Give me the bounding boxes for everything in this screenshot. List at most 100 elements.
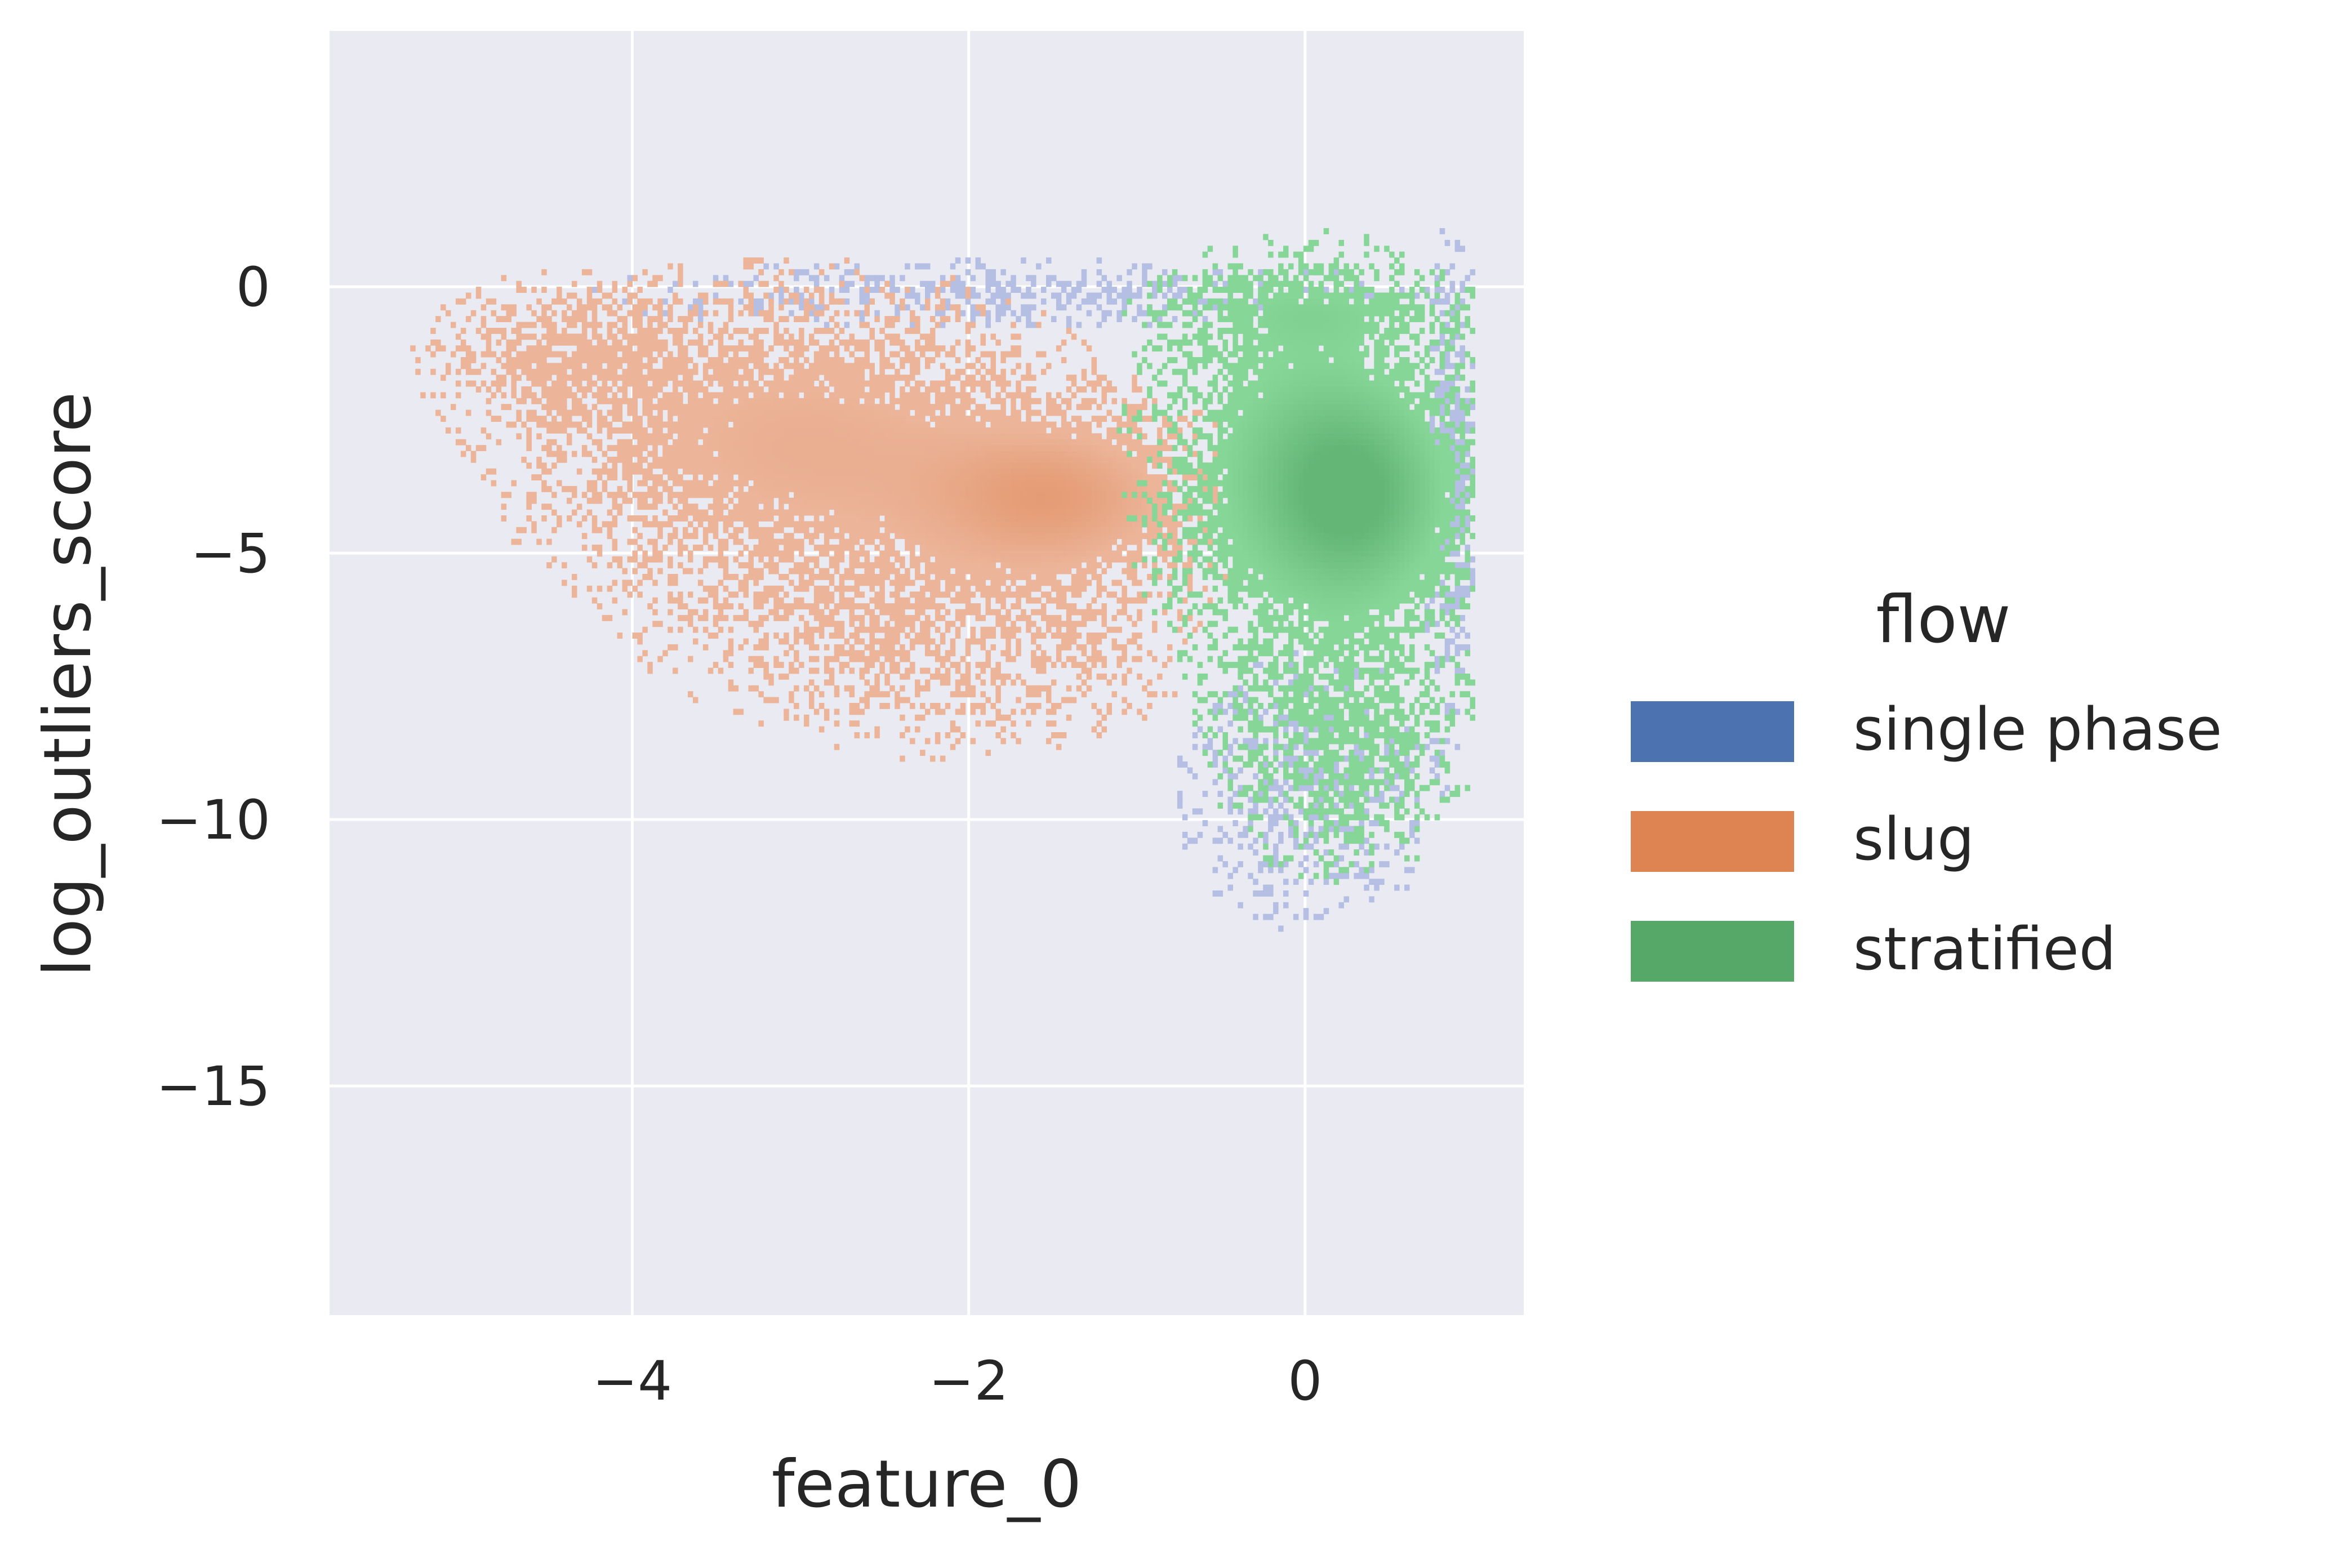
histogram-cell (637, 304, 643, 310)
histogram-cell (744, 375, 749, 381)
histogram-cell (587, 375, 593, 381)
histogram-cell (567, 416, 572, 422)
histogram-cell (647, 568, 653, 574)
histogram-cell (874, 685, 880, 692)
histogram-cell (794, 568, 799, 574)
histogram-cell (763, 498, 769, 504)
histogram-cell (693, 363, 698, 369)
histogram-cell (925, 410, 931, 416)
histogram-cell (551, 363, 557, 369)
histogram-cell (920, 685, 925, 692)
histogram-cell (768, 562, 774, 568)
histogram-cell (557, 381, 562, 387)
histogram-cell (778, 369, 784, 375)
histogram-cell (895, 462, 900, 469)
histogram-cell (1470, 580, 1476, 586)
histogram-cell (844, 322, 850, 328)
histogram-cell (652, 498, 658, 504)
histogram-cell (728, 369, 734, 375)
histogram-cell (763, 410, 769, 416)
histogram-cell (1122, 293, 1127, 299)
histogram-cell (1218, 791, 1223, 797)
histogram-cell (1223, 709, 1229, 715)
histogram-cell (960, 527, 966, 533)
histogram-cell (557, 351, 562, 358)
histogram-cell (1198, 808, 1203, 814)
histogram-cell (778, 462, 784, 469)
histogram-cell (1026, 287, 1031, 293)
histogram-cell (789, 392, 794, 398)
histogram-cell (799, 545, 804, 551)
histogram-cell (819, 462, 825, 469)
histogram-cell (860, 404, 865, 410)
histogram-cell (895, 550, 900, 556)
histogram-cell (1228, 703, 1234, 709)
histogram-cell (879, 550, 885, 556)
histogram-cell (476, 369, 482, 375)
histogram-cell (754, 333, 759, 340)
histogram-cell (824, 445, 830, 451)
histogram-cell (829, 498, 835, 504)
histogram-cell (758, 404, 764, 410)
histogram-cell (673, 422, 678, 428)
histogram-cell (652, 598, 658, 604)
histogram-cell (633, 469, 638, 475)
histogram-cell (768, 457, 774, 463)
histogram-cell (744, 469, 749, 475)
histogram-cell (855, 498, 860, 504)
histogram-cell (1379, 861, 1385, 867)
histogram-cell (960, 287, 966, 293)
histogram-cell (920, 586, 925, 592)
histogram-cell (834, 386, 840, 393)
histogram-cell (925, 527, 931, 533)
histogram-cell (905, 264, 910, 270)
histogram-cell (1298, 768, 1304, 774)
histogram-cell (1445, 322, 1450, 328)
histogram-cell (874, 556, 880, 563)
histogram-cell (1228, 803, 1234, 809)
histogram-cell (829, 679, 835, 685)
histogram-cell (683, 498, 688, 504)
histogram-cell (607, 422, 613, 428)
histogram-cell (773, 445, 779, 451)
histogram-cell (628, 486, 633, 492)
histogram-cell (728, 480, 734, 487)
histogram-cell (834, 427, 840, 434)
histogram-cell (597, 498, 603, 504)
histogram-cell (935, 550, 941, 556)
histogram-cell (642, 345, 648, 351)
histogram-cell (754, 527, 759, 533)
histogram-cell (865, 562, 870, 568)
histogram-cell (1213, 867, 1218, 873)
histogram-cell (617, 398, 623, 404)
histogram-cell (874, 275, 880, 281)
histogram-cell (855, 422, 860, 428)
histogram-cell (819, 398, 825, 404)
histogram-cell (925, 422, 931, 428)
histogram-cell (855, 398, 860, 404)
histogram-cell (955, 287, 961, 293)
histogram-cell (915, 416, 920, 422)
histogram-cell (1470, 574, 1476, 580)
histogram-cell (910, 427, 915, 434)
histogram-cell (1445, 539, 1450, 545)
histogram-cell (637, 656, 643, 662)
histogram-cell (612, 381, 618, 387)
histogram-cell (870, 533, 875, 539)
histogram-cell (809, 644, 815, 651)
histogram-cell (870, 627, 875, 633)
histogram-cell (874, 310, 880, 317)
histogram-cell (889, 568, 895, 574)
histogram-cell (602, 422, 608, 428)
histogram-cell (521, 527, 527, 533)
histogram-cell (789, 375, 794, 381)
histogram-cell (501, 515, 507, 522)
histogram-cell (839, 281, 845, 287)
histogram-cell (935, 732, 941, 738)
histogram-cell (824, 457, 830, 463)
histogram-cell (794, 392, 799, 398)
histogram-cell (814, 486, 820, 492)
histogram-cell (920, 445, 925, 451)
histogram-cell (844, 340, 850, 346)
histogram-cell (804, 580, 809, 586)
